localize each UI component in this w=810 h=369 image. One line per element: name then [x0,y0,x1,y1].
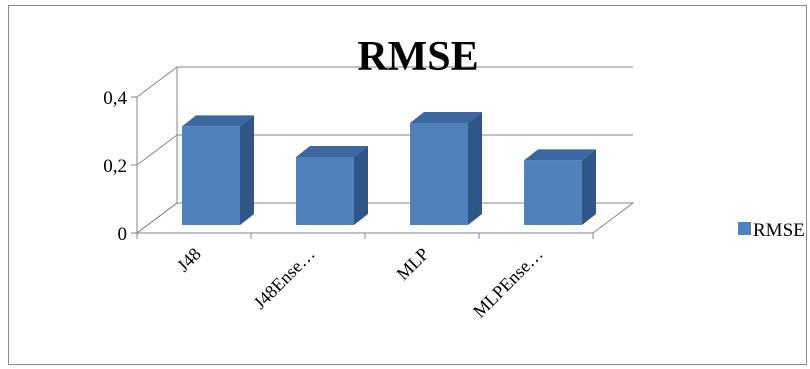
x-axis-ticks: J48 J48Ense… MLP MLPEnse… [136,233,594,322]
bar-side [468,112,482,225]
bar-top [410,112,482,123]
bar-front [182,126,240,225]
bar-top [182,115,254,127]
chart-area [8,5,807,365]
x-tick-label: MLPEnse… [469,244,547,322]
bar-top [524,149,596,161]
gridline-diagonal [136,202,178,234]
y-tick-label: 0 [118,224,128,245]
gridline-diagonal [136,66,178,98]
bar-side [354,146,368,225]
legend-swatch [738,222,751,235]
bar-side [582,149,596,225]
bar-front [296,157,354,225]
bars [182,112,596,225]
bar-side [240,115,254,225]
bar-front [524,160,582,225]
bar-front [410,123,468,225]
legend: RMSE [738,220,805,241]
gridline-diagonal [136,134,178,166]
legend-label: RMSE [753,220,805,241]
x-tick-label: J48Ense… [250,244,319,313]
bar [182,115,254,225]
bar [296,146,368,225]
y-tick-label: 0,2 [103,156,127,177]
chart-title: RMSE [357,34,478,80]
bar-top [296,146,368,157]
x-tick-label: MLP [393,244,433,284]
x-tick-label: J48 [173,244,205,276]
y-axis-ticks: 0 0,2 0,4 [103,88,127,245]
y-tick-label: 0,4 [103,88,127,109]
bar [524,149,596,225]
bar [410,112,482,225]
